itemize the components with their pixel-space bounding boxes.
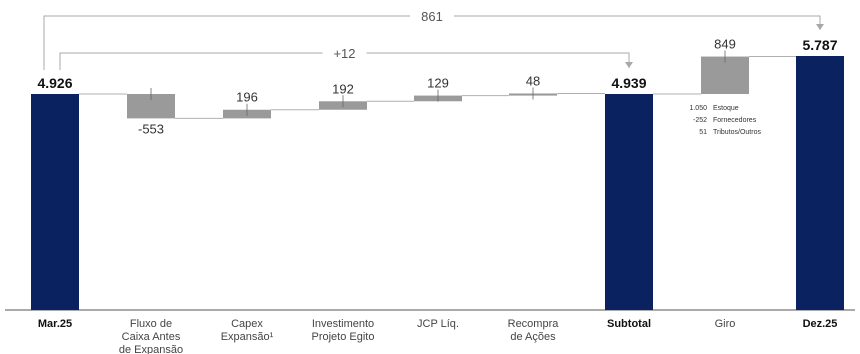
waterfall-bar bbox=[701, 56, 749, 94]
category-label: Expansão¹ bbox=[221, 331, 274, 343]
category-label: Capex bbox=[231, 318, 263, 330]
waterfall-bar bbox=[796, 56, 844, 310]
category-label: de Expansão bbox=[119, 344, 183, 354]
bracket-line bbox=[366, 52, 630, 68]
category-label: Dez.25 bbox=[803, 318, 838, 330]
category-label: Caixa Antes bbox=[122, 331, 181, 343]
waterfall-bar bbox=[605, 94, 653, 310]
category-label: Fluxo de bbox=[130, 318, 172, 330]
category-label: JCP Líq. bbox=[417, 318, 459, 330]
giro-breakdown-label: Fornecedores bbox=[713, 117, 757, 124]
category-label: Mar.25 bbox=[38, 318, 72, 330]
value-label: 849 bbox=[714, 37, 736, 52]
value-label: 5.787 bbox=[802, 37, 837, 53]
category-label: de Ações bbox=[510, 331, 556, 343]
value-label: 4.926 bbox=[37, 75, 72, 91]
category-label: Recompra bbox=[508, 318, 560, 330]
value-label: 196 bbox=[236, 90, 258, 105]
value-label: 48 bbox=[526, 73, 540, 88]
waterfall-bar bbox=[31, 94, 79, 310]
category-label: Giro bbox=[715, 318, 736, 330]
bracket-label: 861 bbox=[421, 9, 443, 24]
bracket-line bbox=[454, 15, 821, 30]
giro-breakdown-value: 1.050 bbox=[689, 105, 707, 112]
category-label: Investimento bbox=[312, 318, 374, 330]
giro-breakdown-value: 51 bbox=[699, 129, 707, 136]
value-label: 4.939 bbox=[611, 75, 646, 91]
value-label: -553 bbox=[138, 121, 164, 136]
giro-breakdown-value: -252 bbox=[693, 117, 707, 124]
category-label: Projeto Egito bbox=[312, 331, 375, 343]
bracket-line bbox=[43, 15, 410, 70]
giro-breakdown-label: Estoque bbox=[713, 105, 739, 112]
arrowhead-icon bbox=[625, 62, 633, 68]
value-label: 192 bbox=[332, 81, 354, 96]
giro-breakdown-label: Tributos/Outros bbox=[713, 129, 761, 136]
bracket-label: +12 bbox=[333, 46, 355, 61]
category-label: Subtotal bbox=[607, 318, 651, 330]
arrowhead-icon bbox=[816, 24, 824, 30]
bracket-line bbox=[59, 52, 323, 70]
value-label: 129 bbox=[427, 76, 449, 91]
